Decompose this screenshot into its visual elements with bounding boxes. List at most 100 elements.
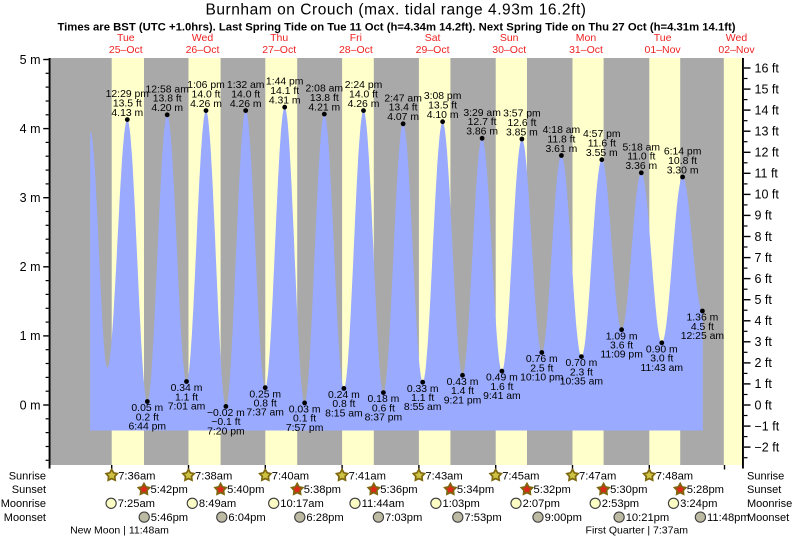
svg-text:3.85 m: 3.85 m bbox=[506, 127, 538, 138]
svg-text:0.34 m: 0.34 m bbox=[171, 383, 203, 394]
svg-text:29–Oct: 29–Oct bbox=[416, 44, 450, 56]
svg-text:13.8 ft: 13.8 ft bbox=[153, 94, 182, 105]
svg-text:10 ft: 10 ft bbox=[755, 188, 780, 202]
svg-text:14.0 ft: 14.0 ft bbox=[192, 90, 221, 101]
svg-text:6:28pm: 6:28pm bbox=[306, 512, 343, 524]
svg-text:0.18 m: 0.18 m bbox=[368, 394, 400, 405]
svg-text:02–Nov: 02–Nov bbox=[718, 44, 755, 56]
svg-text:7:03pm: 7:03pm bbox=[385, 512, 422, 524]
svg-text:8:55 am: 8:55 am bbox=[404, 402, 442, 413]
svg-text:10:21pm: 10:21pm bbox=[626, 512, 670, 524]
svg-text:13 ft: 13 ft bbox=[755, 125, 780, 139]
svg-text:3:24pm: 3:24pm bbox=[680, 498, 717, 510]
svg-text:13.8 ft: 13.8 ft bbox=[310, 93, 339, 104]
svg-text:13.5 ft: 13.5 ft bbox=[113, 99, 142, 110]
svg-text:4.5 ft: 4.5 ft bbox=[691, 322, 714, 333]
svg-text:Times are BST (UTC +1.0hrs). L: Times are BST (UTC +1.0hrs). Last Spring… bbox=[57, 22, 735, 34]
svg-text:2:47 am: 2:47 am bbox=[384, 93, 422, 104]
svg-text:1.1 ft: 1.1 ft bbox=[411, 393, 434, 404]
svg-text:0.25 m: 0.25 m bbox=[249, 389, 281, 400]
svg-text:Moonrise: Moonrise bbox=[1, 498, 46, 510]
svg-text:5:42pm: 5:42pm bbox=[151, 484, 188, 496]
svg-text:7:25am: 7:25am bbox=[118, 498, 155, 510]
svg-text:9:41 am: 9:41 am bbox=[483, 391, 521, 402]
svg-text:3.55 m: 3.55 m bbox=[586, 148, 618, 159]
svg-text:4.13 m: 4.13 m bbox=[111, 108, 143, 119]
svg-text:12 ft: 12 ft bbox=[755, 146, 780, 160]
svg-text:5 m: 5 m bbox=[20, 53, 41, 67]
svg-text:27–Oct: 27–Oct bbox=[262, 44, 296, 56]
svg-text:2.3 ft: 2.3 ft bbox=[570, 367, 593, 378]
svg-text:11:09 pm: 11:09 pm bbox=[600, 350, 643, 361]
svg-text:5 ft: 5 ft bbox=[755, 293, 773, 307]
svg-text:Tue: Tue bbox=[654, 32, 672, 44]
svg-text:10:35 am: 10:35 am bbox=[560, 377, 603, 388]
svg-text:4:57 pm: 4:57 pm bbox=[583, 129, 621, 140]
svg-text:8:49am: 8:49am bbox=[199, 498, 236, 510]
svg-text:New Moon | 11:48am: New Moon | 11:48am bbox=[70, 525, 169, 537]
svg-text:9:00pm: 9:00pm bbox=[545, 512, 582, 524]
svg-text:0.24 m: 0.24 m bbox=[328, 390, 360, 401]
svg-text:−0.1 ft: −0.1 ft bbox=[211, 417, 240, 428]
svg-text:12:29 pm: 12:29 pm bbox=[106, 89, 149, 100]
svg-text:0.1 ft: 0.1 ft bbox=[293, 414, 316, 425]
svg-text:Mon: Mon bbox=[576, 32, 597, 44]
svg-text:1:32 am: 1:32 am bbox=[227, 80, 265, 91]
svg-text:7:37 am: 7:37 am bbox=[246, 408, 284, 419]
svg-text:1:06 pm: 1:06 pm bbox=[187, 80, 225, 91]
svg-text:6 ft: 6 ft bbox=[755, 272, 773, 286]
svg-text:10.8 ft: 10.8 ft bbox=[668, 156, 697, 167]
svg-text:1 m: 1 m bbox=[20, 329, 41, 343]
svg-text:3.61 m: 3.61 m bbox=[546, 144, 578, 155]
svg-text:12.6 ft: 12.6 ft bbox=[507, 118, 536, 129]
svg-text:4.21 m: 4.21 m bbox=[308, 102, 340, 113]
svg-text:0.8 ft: 0.8 ft bbox=[254, 399, 277, 410]
svg-text:4.10 m: 4.10 m bbox=[427, 110, 459, 121]
svg-text:Moonset: Moonset bbox=[747, 512, 789, 524]
svg-text:11.8 ft: 11.8 ft bbox=[547, 134, 575, 145]
svg-text:4.26 m: 4.26 m bbox=[348, 99, 380, 110]
svg-text:16 ft: 16 ft bbox=[755, 61, 780, 75]
svg-text:−2 ft: −2 ft bbox=[755, 440, 780, 454]
svg-text:2:08 am: 2:08 am bbox=[306, 84, 344, 95]
svg-text:4.31 m: 4.31 m bbox=[269, 96, 301, 107]
svg-text:7:48am: 7:48am bbox=[656, 470, 693, 482]
svg-text:11:48pm: 11:48pm bbox=[707, 512, 750, 524]
svg-text:2 m: 2 m bbox=[20, 260, 41, 274]
svg-text:Sunset: Sunset bbox=[747, 484, 781, 496]
svg-text:3 ft: 3 ft bbox=[755, 335, 773, 349]
svg-text:5:30pm: 5:30pm bbox=[610, 484, 647, 496]
svg-text:11 ft: 11 ft bbox=[755, 167, 779, 181]
svg-text:2:24 pm: 2:24 pm bbox=[345, 80, 383, 91]
svg-text:3.86 m: 3.86 m bbox=[466, 127, 498, 138]
svg-text:5:18 am: 5:18 am bbox=[623, 142, 661, 153]
svg-text:Burnham on Crouch (max. tidal: Burnham on Crouch (max. tidal range 4.93… bbox=[205, 1, 586, 18]
svg-text:Sunrise: Sunrise bbox=[9, 470, 46, 482]
svg-text:7:20 pm: 7:20 pm bbox=[207, 426, 245, 437]
svg-text:Moonset: Moonset bbox=[4, 512, 46, 524]
svg-text:7:41am: 7:41am bbox=[349, 470, 386, 482]
svg-text:0.76 m: 0.76 m bbox=[526, 354, 558, 365]
svg-text:6:04pm: 6:04pm bbox=[228, 512, 265, 524]
svg-text:0 ft: 0 ft bbox=[755, 398, 773, 412]
svg-text:3 m: 3 m bbox=[20, 191, 41, 205]
svg-text:9:21 pm: 9:21 pm bbox=[444, 395, 482, 406]
svg-text:7:01 am: 7:01 am bbox=[168, 402, 206, 413]
svg-text:0.33 m: 0.33 m bbox=[407, 384, 439, 395]
svg-text:4 ft: 4 ft bbox=[755, 314, 773, 328]
svg-text:1.4 ft: 1.4 ft bbox=[451, 386, 474, 397]
svg-text:0.6 ft: 0.6 ft bbox=[372, 403, 395, 414]
svg-text:Wed: Wed bbox=[726, 32, 748, 44]
svg-text:12:25 am: 12:25 am bbox=[681, 331, 724, 342]
svg-text:8:15 am: 8:15 am bbox=[325, 408, 363, 419]
svg-text:28–Oct: 28–Oct bbox=[339, 44, 373, 56]
svg-text:0.03 m: 0.03 m bbox=[289, 405, 321, 416]
svg-text:0.2 ft: 0.2 ft bbox=[136, 412, 159, 423]
svg-text:2:07pm: 2:07pm bbox=[523, 498, 560, 510]
svg-text:Wed: Wed bbox=[192, 32, 214, 44]
svg-text:First Quarter | 7:37am: First Quarter | 7:37am bbox=[586, 525, 689, 537]
svg-text:5:36pm: 5:36pm bbox=[380, 484, 417, 496]
svg-text:0.70 m: 0.70 m bbox=[566, 358, 598, 369]
svg-text:14 ft: 14 ft bbox=[755, 103, 780, 117]
svg-text:4.20 m: 4.20 m bbox=[151, 103, 183, 114]
